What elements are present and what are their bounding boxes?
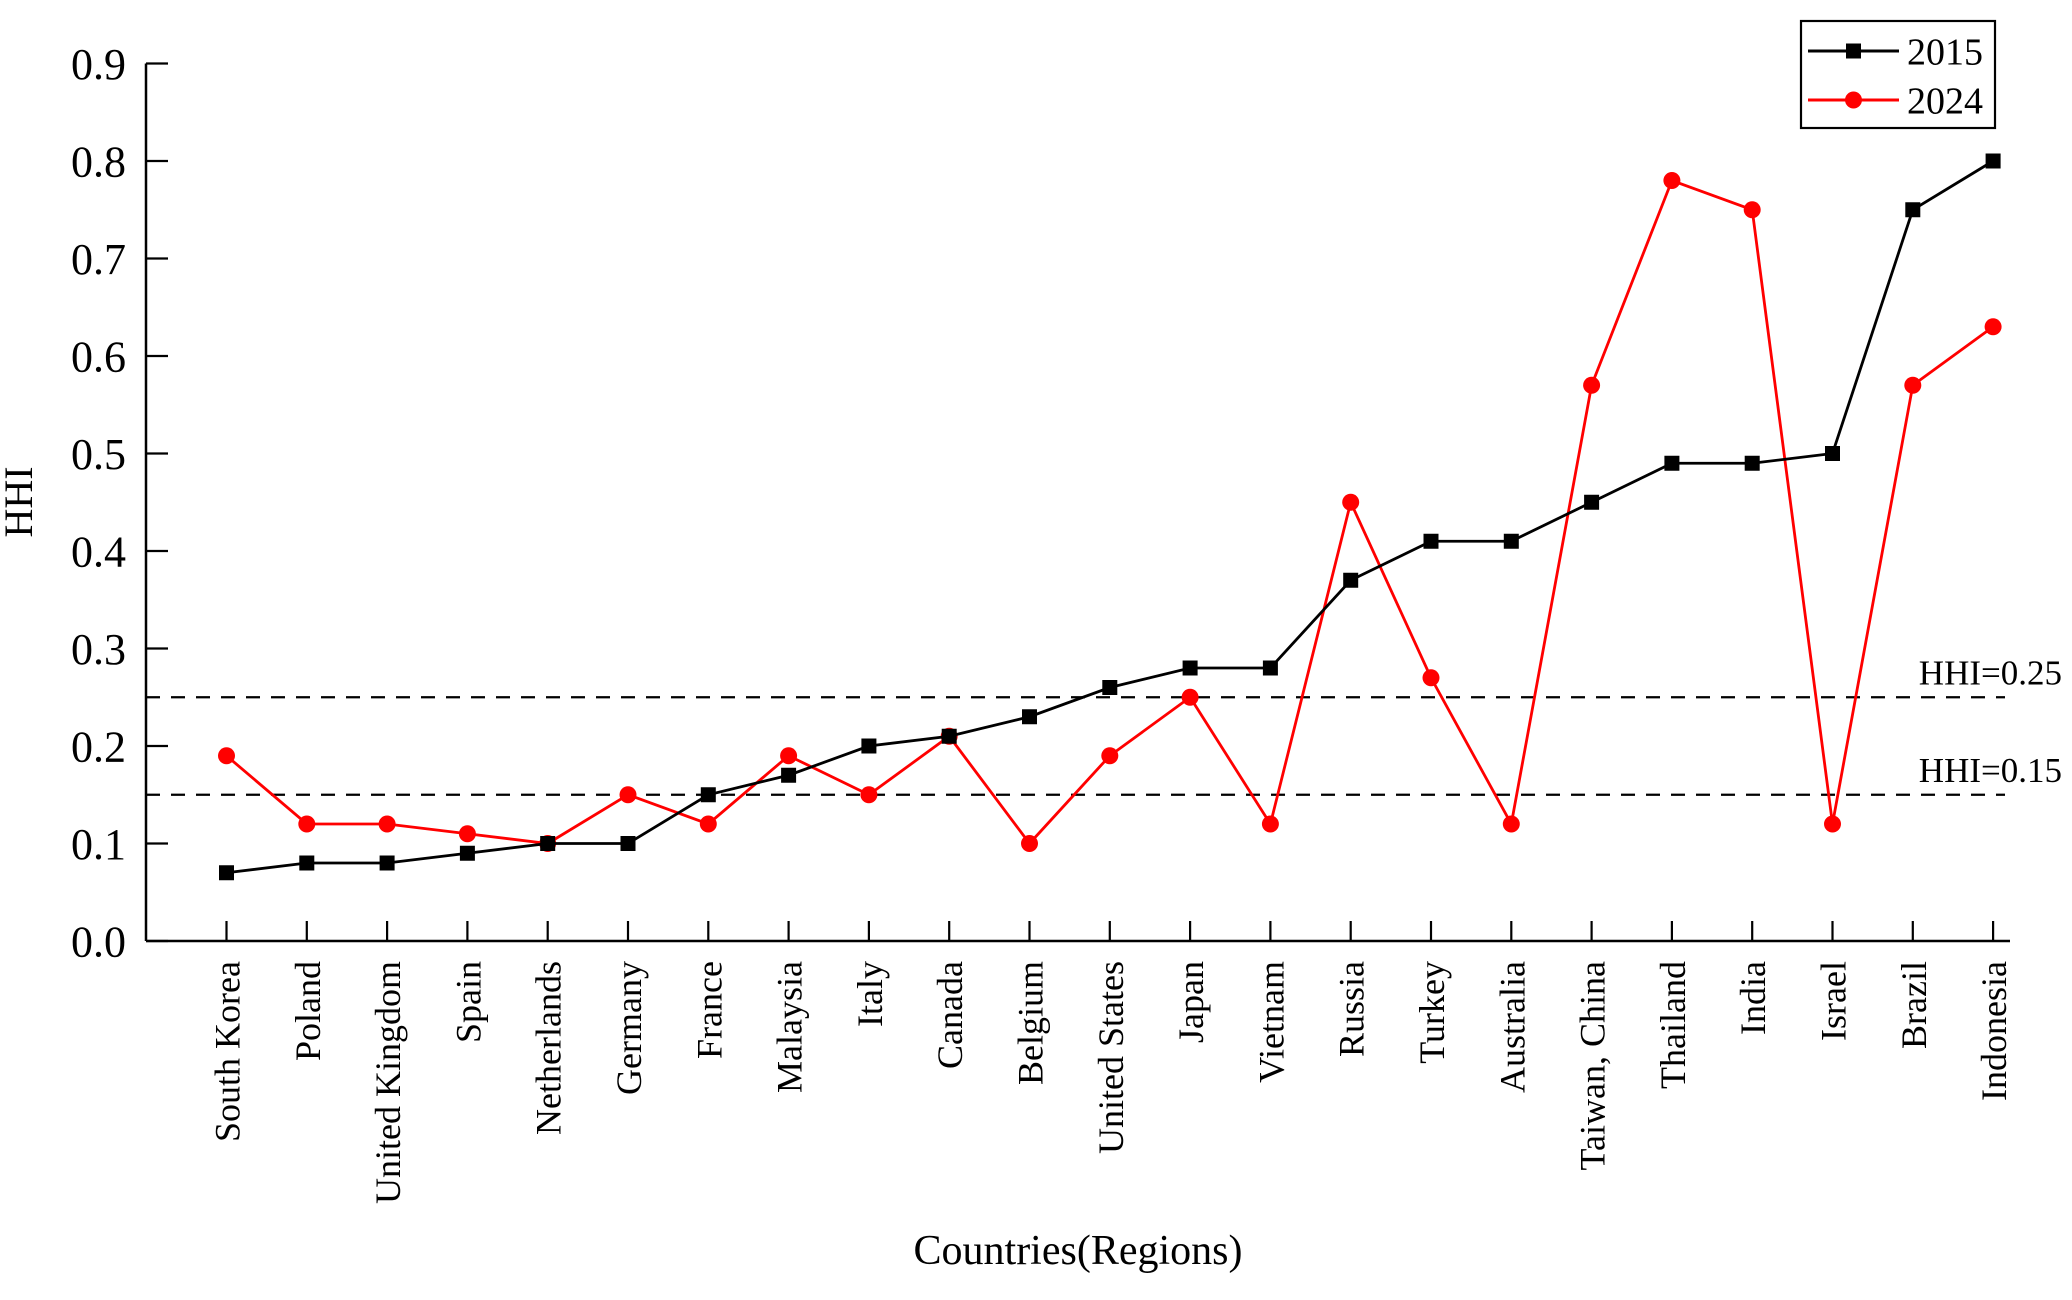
data-point-circle-2024 [619, 786, 637, 804]
y-tick-label: 0.7 [71, 235, 126, 284]
y-tick-label: 0.0 [71, 917, 126, 966]
x-tick-label: United States [1091, 961, 1131, 1154]
series-line-2024 [225, 178, 1994, 846]
x-tick-label: Japan [1171, 961, 1211, 1043]
data-point-circle-2024 [378, 815, 396, 833]
data-point-circle-2024 [1502, 815, 1520, 833]
data-point-circle-2024 [699, 815, 717, 833]
legend-square-marker-icon [1846, 43, 1861, 59]
y-tick-label: 0.1 [71, 820, 126, 869]
data-point-circle-2024 [1422, 669, 1440, 687]
data-point-circle-2024 [218, 747, 235, 765]
data-point-square-2015 [1022, 709, 1037, 725]
data-point-square-2015 [1744, 455, 1760, 471]
x-tick-label: Belgium [1011, 961, 1051, 1085]
data-point-square-2015 [540, 836, 556, 851]
x-tick-label: South Korea [208, 961, 248, 1142]
data-point-square-2015 [299, 855, 315, 871]
x-tick-label: Indonesia [1974, 961, 2014, 1101]
y-tick-label: 0.2 [71, 722, 126, 771]
data-point-square-2015 [459, 845, 475, 861]
data-point-circle-2024 [1181, 688, 1199, 706]
x-tick-label: Thailand [1653, 961, 1693, 1089]
y-tick-label: 0.8 [71, 137, 126, 186]
x-tick-label: Israel [1814, 961, 1854, 1041]
x-tick-label: Vietnam [1251, 961, 1291, 1083]
data-point-square-2015 [379, 855, 395, 871]
legend-label: 2024 [1907, 80, 1983, 122]
data-point-square-2015 [219, 865, 234, 881]
legend-box [1799, 19, 1997, 130]
x-tick-label: Taiwan, China [1573, 961, 1613, 1170]
x-axis-title: Countries(Regions) [914, 1228, 1243, 1274]
data-point-circle-2024 [780, 747, 798, 765]
data-point-square-2015 [1262, 660, 1278, 676]
data-point-square-2015 [1503, 533, 1519, 549]
y-tick-label: 0.5 [71, 430, 126, 479]
data-point-square-2015 [700, 787, 716, 803]
x-tick-label: Poland [288, 961, 328, 1061]
data-point-circle-2024 [1904, 376, 1922, 394]
y-axis-title: HHI [0, 466, 41, 537]
data-point-circle-2024 [1743, 201, 1761, 219]
data-point-square-2015 [1985, 153, 2001, 169]
reference-line-label: HHI=0.25 [1919, 653, 2062, 692]
data-point-circle-2024 [1824, 815, 1841, 833]
data-point-circle-2024 [1342, 493, 1360, 511]
data-point-square-2015 [941, 728, 957, 744]
x-tick-label: Canada [930, 961, 970, 1069]
x-tick-label: Italy [850, 961, 890, 1027]
x-tick-label: Netherlands [529, 961, 569, 1135]
legend-label: 2015 [1907, 31, 1983, 73]
data-point-circle-2024 [1583, 376, 1601, 394]
data-point-circle-2024 [1663, 172, 1681, 189]
x-tick-label: Malaysia [770, 961, 810, 1093]
data-point-circle-2024 [1101, 747, 1119, 765]
data-point-square-2015 [1584, 494, 1600, 510]
x-tick-label: Australia [1492, 961, 1532, 1093]
y-tick-label: 0.9 [71, 40, 126, 89]
data-point-square-2015 [1905, 202, 1921, 218]
data-point-square-2015 [1343, 572, 1359, 588]
data-point-square-2015 [1423, 533, 1439, 549]
data-point-square-2015 [620, 836, 636, 851]
x-tick-label: India [1733, 961, 1773, 1035]
data-point-square-2015 [1825, 446, 1840, 461]
data-point-circle-2024 [860, 786, 878, 804]
y-tick-label: 0.6 [71, 332, 126, 381]
data-point-circle-2024 [298, 815, 316, 833]
data-point-square-2015 [1102, 680, 1118, 695]
y-tick-label: 0.3 [71, 625, 126, 674]
x-tick-label: United Kingdom [368, 961, 408, 1204]
data-point-circle-2024 [1261, 815, 1279, 833]
x-tick-label: Turkey [1412, 961, 1452, 1064]
x-tick-label: Spain [448, 961, 488, 1043]
data-point-circle-2024 [458, 825, 476, 843]
x-tick-label: Germany [609, 961, 649, 1095]
x-tick-label: Russia [1332, 961, 1372, 1057]
legend-circle-marker-icon [1845, 91, 1862, 109]
data-point-square-2015 [781, 767, 797, 783]
x-tick-label: France [689, 961, 729, 1059]
series-line-2015 [226, 159, 1994, 875]
y-tick-label: 0.4 [71, 527, 126, 576]
data-point-square-2015 [1182, 660, 1198, 676]
data-point-circle-2024 [1984, 318, 2002, 336]
reference-line-label: HHI=0.15 [1919, 751, 2062, 790]
data-point-square-2015 [1664, 455, 1680, 471]
x-tick-label: Brazil [1894, 961, 1934, 1049]
data-point-square-2015 [861, 738, 877, 754]
data-point-circle-2024 [1021, 835, 1038, 852]
